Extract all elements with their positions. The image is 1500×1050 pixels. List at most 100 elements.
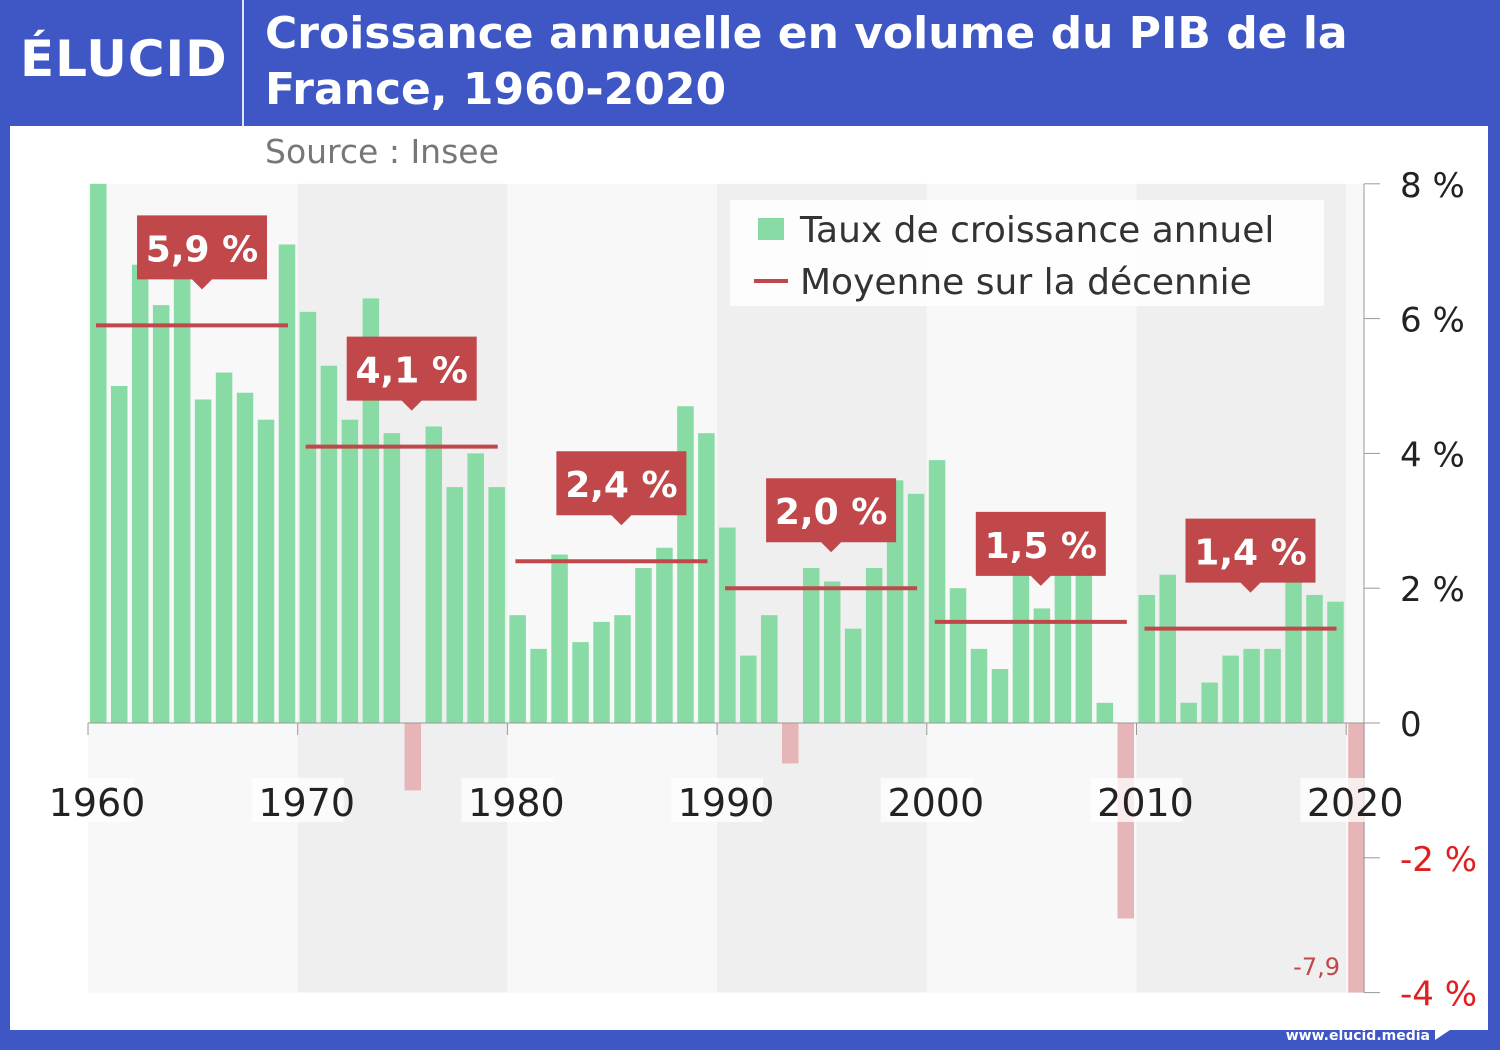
bar-2012 (1180, 702, 1197, 723)
average-label-1980: 2,4 % (565, 465, 677, 506)
chart-title: Croissance annuelle en volume du PIB de … (265, 8, 1348, 115)
average-label-2000: 1,5 % (985, 526, 1097, 567)
average-label-box (137, 215, 267, 290)
bar-1966 (215, 372, 233, 723)
bar-1974 (383, 433, 401, 723)
bar-1975 (404, 723, 422, 791)
bar-1971 (320, 365, 338, 723)
bar-1992 (761, 615, 778, 723)
average-label-box (1185, 518, 1316, 593)
bar-1994 (802, 567, 820, 723)
bar-2015 (1243, 648, 1260, 723)
bar-2005 (1033, 608, 1051, 723)
bar-1997 (865, 567, 883, 723)
bar-1973 (362, 298, 380, 723)
legend-bar-swatch (758, 218, 784, 240)
bar-1995 (823, 581, 841, 723)
bar-1964 (173, 278, 191, 723)
bar-1967 (236, 392, 254, 723)
bar-1963 (152, 305, 170, 723)
bar-1965 (194, 399, 212, 723)
bar-1969 (278, 244, 296, 723)
bar-2006 (1054, 561, 1072, 723)
bar-2016 (1264, 648, 1281, 723)
legend-bars-label: Taux de croissance annuel (799, 210, 1274, 251)
bar-1976 (425, 426, 443, 723)
bar-1983 (572, 642, 589, 723)
y-tick-label: 2 % (1400, 570, 1465, 610)
bar-1972 (341, 419, 359, 723)
x-tick-label-bg (671, 778, 764, 822)
bar-1968 (257, 419, 275, 723)
bar-2007 (1075, 561, 1093, 723)
bar-1986 (635, 567, 652, 723)
elucid-arrow-icon (1435, 1018, 1465, 1040)
average-label-1970: 4,1 % (356, 351, 468, 392)
bar-1982 (551, 554, 568, 723)
bar-1978 (467, 453, 484, 723)
x-tick-label-bg (42, 778, 134, 822)
x-tick-label-bg (1300, 778, 1393, 822)
x-tick-label-bg (1090, 778, 1183, 822)
bar-1991 (740, 655, 757, 723)
bar-2008 (1096, 702, 1114, 723)
bar-2019 (1327, 601, 1344, 723)
bar-1984 (593, 621, 610, 723)
y-tick-label: 8 % (1400, 166, 1465, 206)
average-label-box (346, 336, 477, 411)
bar-1970 (299, 311, 317, 723)
bar-2011 (1159, 574, 1176, 723)
x-tick-label: 1980 (468, 781, 565, 825)
bar-2004 (1012, 534, 1030, 723)
bar-2003 (991, 669, 1009, 723)
chart-source: Source : Insee (265, 132, 499, 171)
bar-2010 (1138, 594, 1155, 723)
bar-2020 (1348, 723, 1365, 993)
bar-1993 (782, 723, 799, 764)
bar-1999 (907, 493, 925, 723)
x-tick-label: 2010 (1097, 781, 1194, 825)
bar-1980 (509, 615, 526, 723)
bar-1985 (614, 615, 631, 723)
bar-1960 (90, 183, 107, 724)
bar-1962 (131, 264, 149, 723)
bar-2002 (970, 648, 988, 723)
bar-2017 (1285, 567, 1302, 723)
header-divider (242, 0, 244, 126)
legend-line-label: Moyenne sur la décennie (800, 262, 1252, 303)
x-tick-label-bg (880, 778, 973, 822)
average-label-1990: 2,0 % (775, 492, 887, 533)
x-tick-label: 2000 (887, 781, 984, 825)
x-tick-label-bg (461, 778, 554, 822)
y-tick-label: 0 (1400, 705, 1422, 745)
bar-1989 (698, 433, 715, 723)
x-tick-label: 1960 (49, 781, 146, 825)
average-label-box (975, 511, 1106, 586)
bar-1961 (110, 386, 128, 723)
bar-1990 (719, 527, 736, 723)
bar-1979 (488, 487, 505, 723)
y-tick-label: -2 % (1400, 840, 1477, 880)
bar-2001 (949, 588, 967, 723)
average-label-1960: 5,9 % (146, 229, 258, 270)
elucid-logo: ÉLUCID (20, 30, 228, 88)
average-label-2010: 1,4 % (1194, 533, 1306, 574)
bar-2013 (1201, 682, 1218, 723)
average-label-box (556, 451, 687, 526)
x-tick-label: 1970 (258, 781, 355, 825)
annotation-2020: -7,9 (1293, 953, 1340, 981)
y-tick-label: -4 % (1400, 975, 1477, 1015)
bar-2018 (1306, 594, 1323, 723)
y-tick-label: 6 % (1400, 301, 1465, 341)
footer-url[interactable]: www.elucid.media (1285, 1028, 1430, 1044)
bar-2000 (928, 460, 946, 723)
bar-1996 (844, 628, 862, 723)
bar-1981 (530, 648, 547, 723)
x-tick-label: 1990 (678, 781, 775, 825)
bar-1987 (656, 547, 673, 723)
average-label-box (766, 478, 897, 553)
bar-2014 (1222, 655, 1239, 723)
x-tick-label: 2020 (1307, 781, 1404, 825)
y-tick-label: 4 % (1400, 435, 1465, 475)
